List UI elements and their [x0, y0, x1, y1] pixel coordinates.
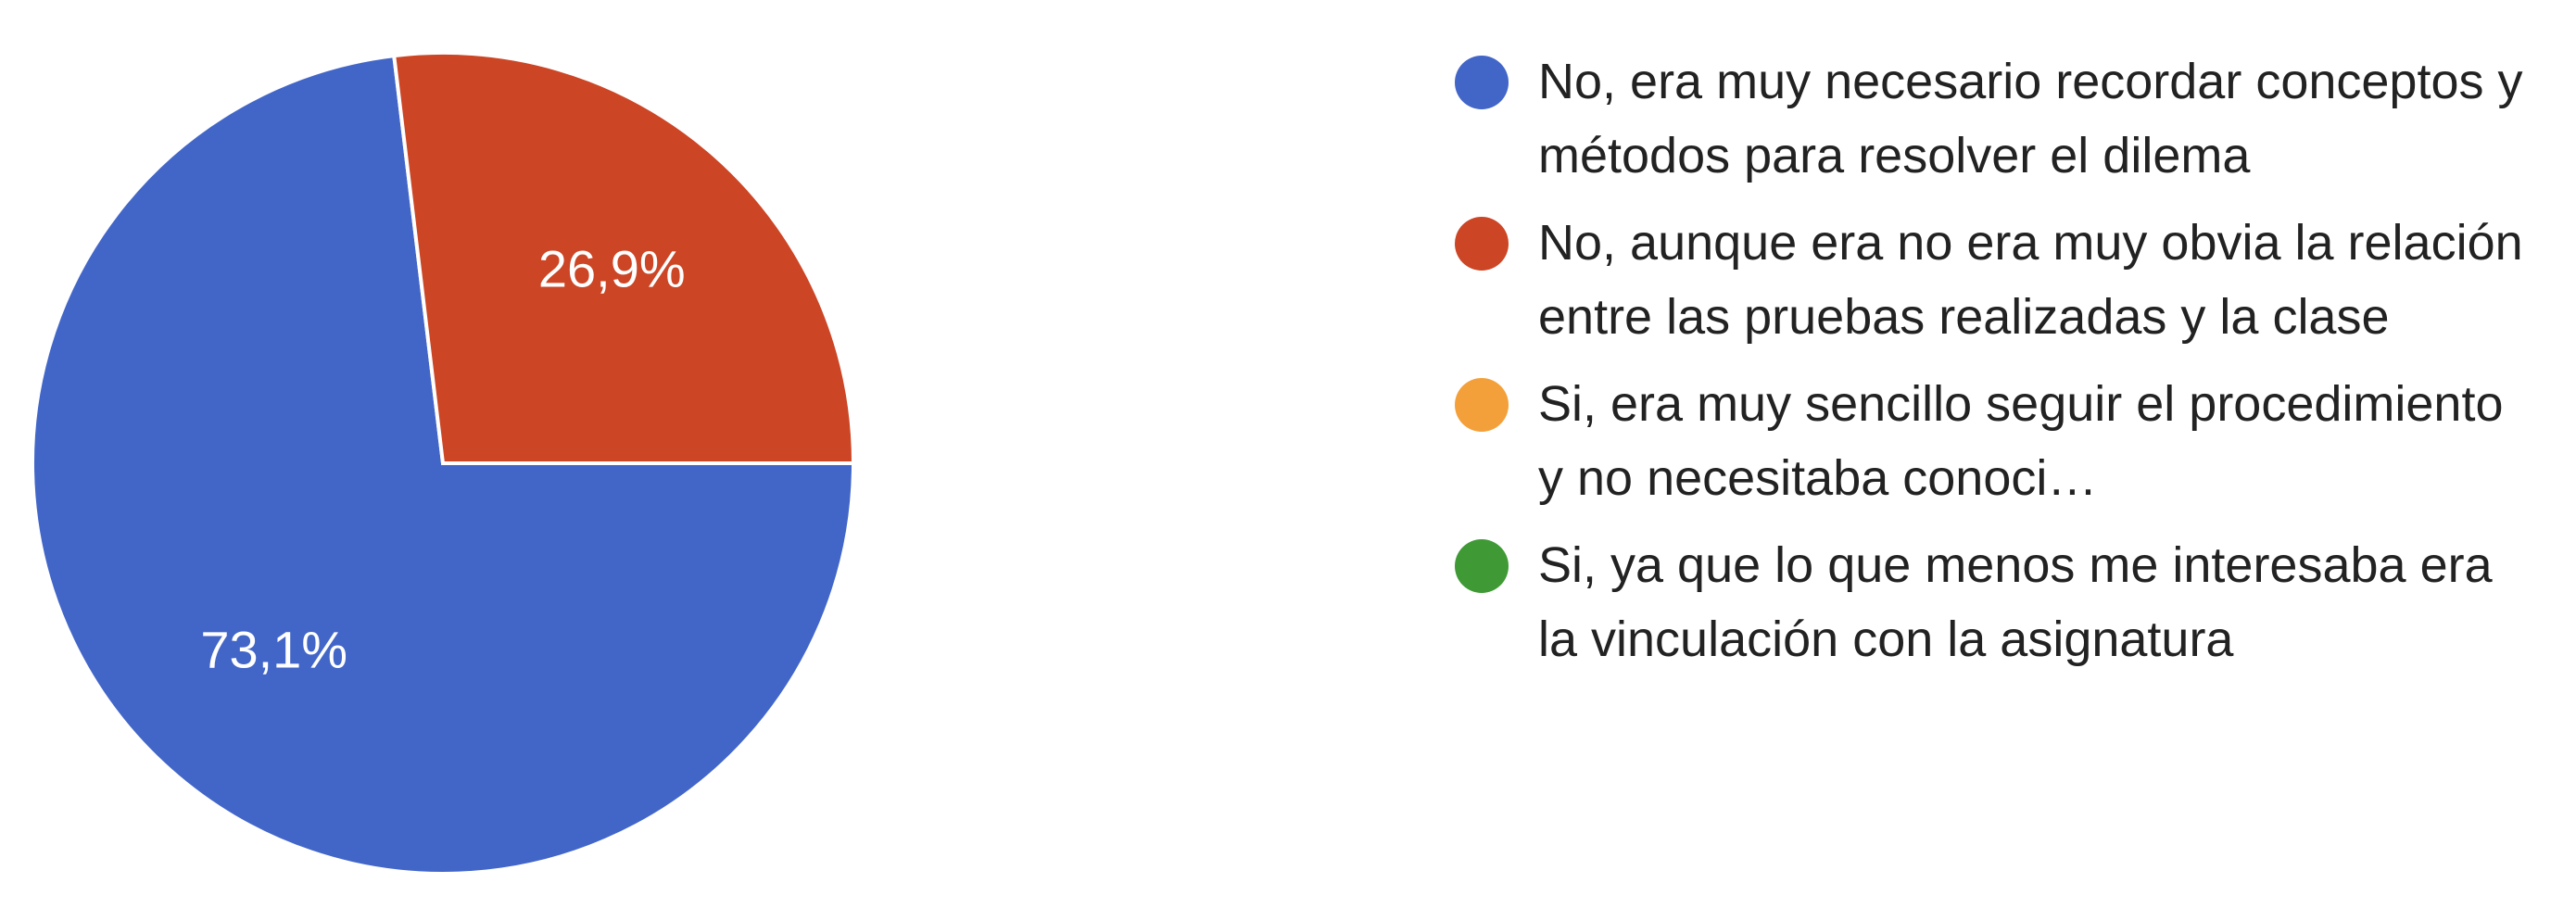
- pie-slice-label-2: 26,9%: [538, 239, 686, 297]
- legend-label-2: No, aunque era no era muy obvia la relac…: [1538, 215, 2523, 345]
- pie-chart: 73,1% 26,9%: [0, 0, 927, 908]
- pie-slice-label-1: 73,1%: [200, 620, 347, 678]
- legend: No, era muy necesario recordar conceptos…: [1455, 44, 2548, 689]
- legend-label-3: Si, era muy sencillo seguir el procedimi…: [1538, 376, 2504, 506]
- pie-slice-labels: 73,1% 26,9%: [200, 239, 685, 678]
- pie-chart-svg: 73,1% 26,9%: [31, 51, 856, 876]
- legend-item-2[interactable]: No, aunque era no era muy obvia la relac…: [1455, 206, 2548, 354]
- legend-swatch-3: [1455, 378, 1509, 432]
- legend-label-4: Si, ya que lo que menos me interesaba er…: [1538, 537, 2493, 667]
- legend-swatch-1: [1455, 56, 1509, 109]
- legend-item-4[interactable]: Si, ya que lo que menos me interesaba er…: [1455, 528, 2548, 676]
- legend-swatch-2: [1455, 217, 1509, 271]
- legend-item-1[interactable]: No, era muy necesario recordar conceptos…: [1455, 44, 2548, 193]
- legend-swatch-4: [1455, 539, 1509, 593]
- pie-slice-2[interactable]: [392, 51, 856, 465]
- legend-item-3[interactable]: Si, era muy sencillo seguir el procedimi…: [1455, 367, 2548, 515]
- pie-slices: [31, 51, 856, 876]
- legend-label-1: No, era muy necesario recordar conceptos…: [1538, 54, 2523, 183]
